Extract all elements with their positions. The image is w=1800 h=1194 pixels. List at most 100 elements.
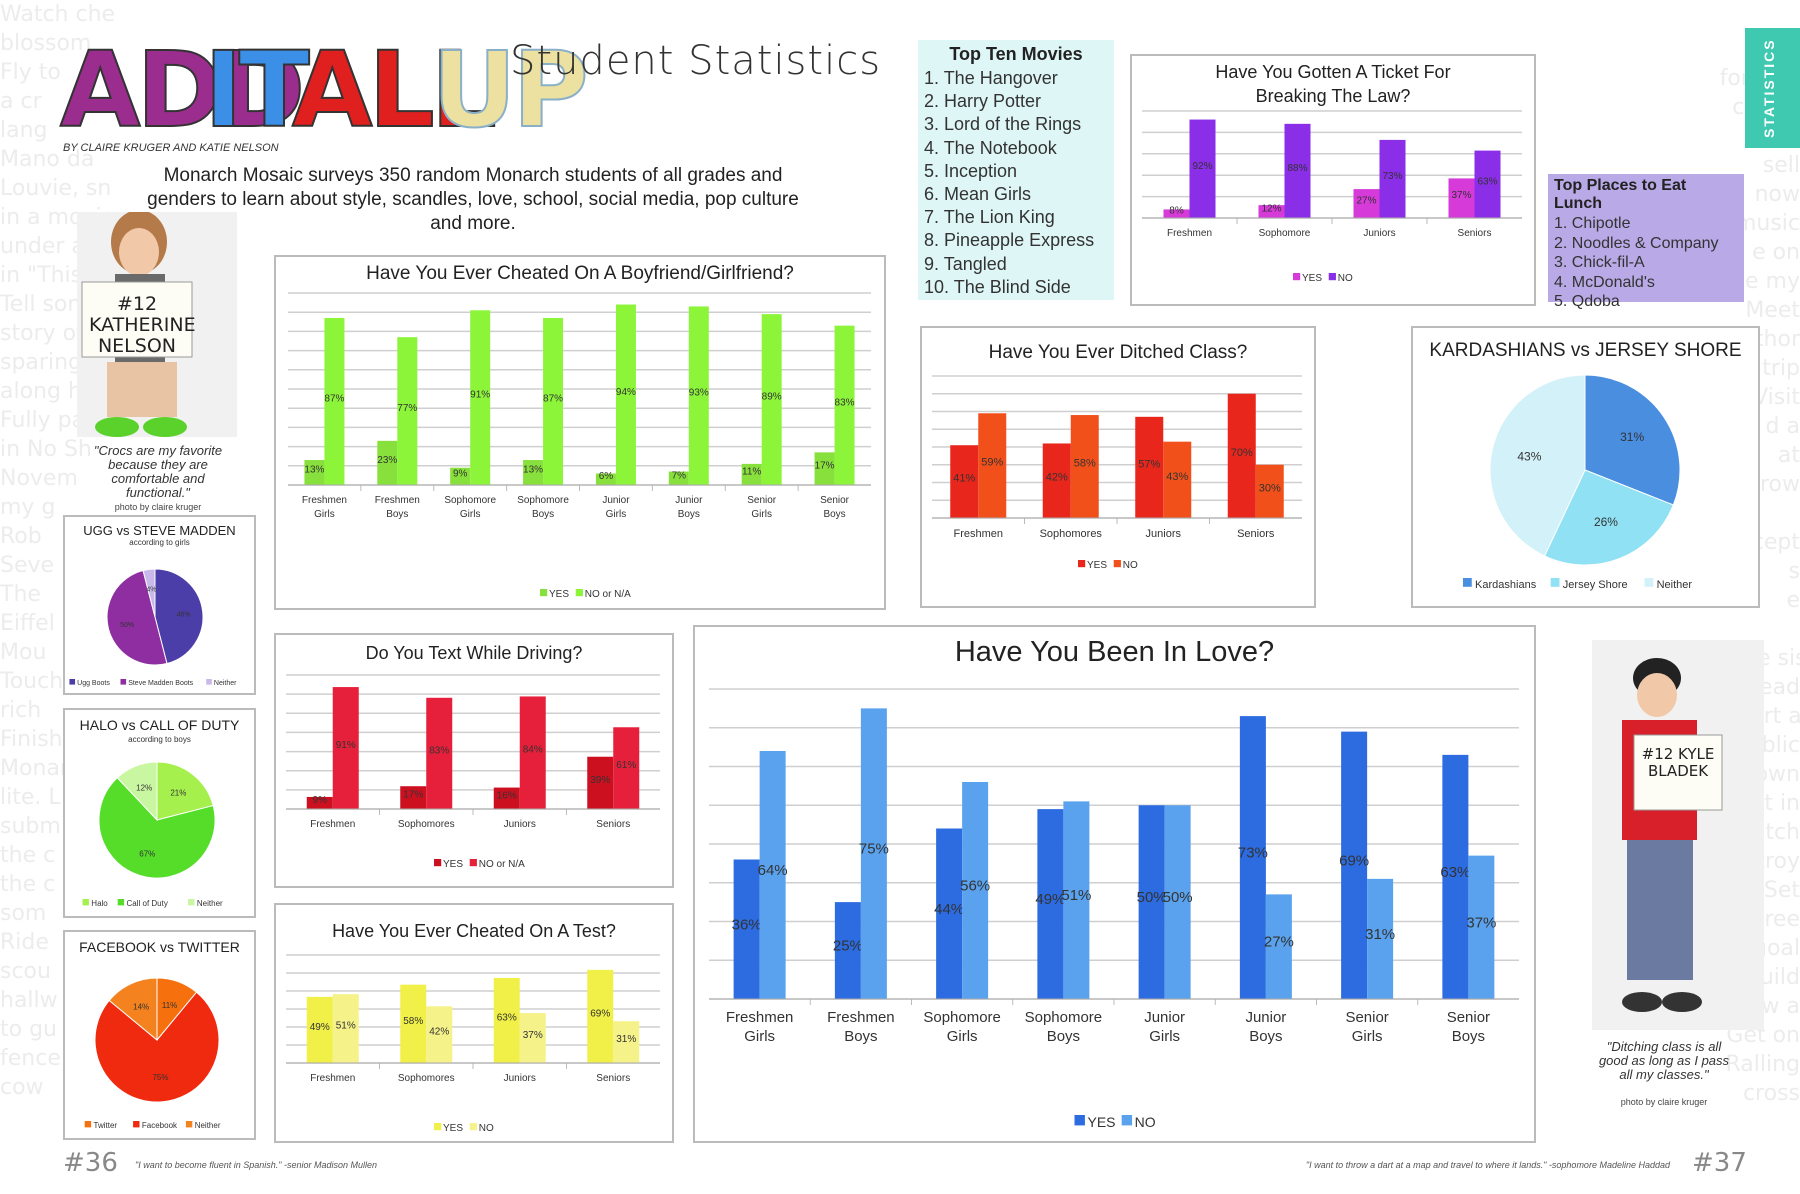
tick-label: Sophomore (517, 495, 569, 506)
top-movies-box: Top Ten Movies 1. The Hangover 2. Harry P… (918, 40, 1114, 300)
list-item: 6. Mean Girls (924, 184, 1032, 205)
data-label: 59% (981, 457, 1003, 469)
list-item: 9. Tangled (924, 253, 1007, 274)
chart-title: Breaking The Law? (1256, 86, 1411, 106)
tick-label: Sophomore (1259, 228, 1311, 239)
tick-label: Freshmen (375, 495, 420, 506)
list-item: 3. Chick-fil-A (1554, 254, 1645, 272)
title-word-add: ADD (59, 29, 306, 151)
legend-entry: Steve Madden Boots (128, 680, 193, 687)
data-label: 51% (336, 1021, 356, 1032)
data-label: 64% (758, 862, 788, 879)
data-label: 39% (590, 775, 610, 786)
bar-yes (936, 828, 963, 999)
chart-title: Have You Been In Love? (955, 636, 1274, 668)
legend-entry: YES (1088, 1114, 1116, 1130)
data-label: 49% (1035, 891, 1065, 908)
data-label: 89% (762, 392, 782, 403)
bar-yes (493, 787, 520, 809)
tick-label: Freshmen (302, 495, 347, 506)
data-label: 73% (1238, 845, 1268, 862)
bar-yes (834, 902, 861, 999)
legend-swatch (133, 1121, 140, 1128)
top-movies-list: 1. The Hangover 2. Harry Potter 3. Lord of… (924, 67, 1108, 299)
quote-kyle: "Ditching class is all good as long as I… (1598, 1039, 1730, 1082)
data-label: 51% (1061, 887, 1091, 904)
bar-no-or-n-a (613, 727, 640, 809)
top-lunch-heading: Top Places to Eat Lunch (1554, 177, 1687, 212)
tick-label: Sophomore (444, 495, 496, 506)
bar-no-or-n-a (615, 304, 636, 485)
bar-yes (1258, 205, 1285, 218)
bar-yes (1227, 393, 1256, 518)
chart-title: Have You Ever Cheated On A Boyfriend/Gir… (366, 263, 794, 284)
data-label: 17% (815, 461, 835, 472)
data-label: 21% (170, 789, 186, 798)
pie-slice-facebook (94, 991, 220, 1103)
legend-swatch (1550, 578, 1560, 587)
tick-label: Juniors (1146, 528, 1182, 540)
tick-label: Boys (844, 1028, 877, 1045)
chart-facebook: FACEBOOK vs TWITTER 11% 75% 14% Twitter Faceb… (63, 930, 256, 1140)
data-label: 50% (1163, 889, 1193, 906)
bar-yes (1037, 809, 1064, 999)
chart-title: Have You Ever Cheated On A Test? (332, 921, 616, 941)
data-label: 44% (934, 901, 964, 918)
bar-yes (668, 471, 689, 485)
data-label: 37% (523, 1030, 543, 1041)
data-label: 83% (429, 745, 449, 756)
data-label: 13% (304, 465, 324, 476)
tick-label: Girls (751, 509, 772, 520)
bar-no-or-n-a (324, 317, 345, 485)
legend-swatch (1293, 273, 1301, 281)
legend-swatch (1074, 1115, 1085, 1126)
chart-halo-svg: HALO vs CALL OF DUTY according to boys 21%… (80, 717, 240, 908)
data-label: 9% (453, 468, 468, 479)
legend-swatch (206, 679, 212, 685)
data-label: 58% (403, 1016, 423, 1027)
data-label: 91% (470, 390, 490, 401)
bar-yes (304, 460, 325, 485)
bar-no (860, 708, 887, 999)
data-label: 25% (833, 938, 863, 955)
legend-swatch (117, 899, 125, 906)
bar-no (1164, 805, 1191, 999)
bar-yes (1341, 731, 1368, 999)
bar-no (1070, 415, 1099, 518)
bar-yes (1138, 805, 1165, 999)
tick-label: Juniors (1363, 228, 1395, 239)
data-label: 42% (1046, 472, 1068, 484)
bar-yes (400, 984, 427, 1063)
bar-no-or-n-a (543, 317, 564, 485)
tick-label: Freshmen (827, 1009, 895, 1026)
credit-katherine: photo by claire kruger (114, 502, 202, 512)
bar-yes (587, 969, 614, 1063)
tick-label: Girls (460, 509, 481, 520)
bar-yes (1239, 716, 1266, 999)
tick-label: Juniors (504, 1073, 536, 1084)
data-label: 77% (397, 403, 417, 414)
legend-entry: NO (479, 1123, 494, 1134)
legend-entry: Neither (214, 680, 237, 687)
tick-label: Boys (386, 509, 408, 520)
list-item: 5. Inception (924, 160, 1018, 181)
data-label: 12% (1261, 204, 1281, 215)
data-label: 94% (616, 387, 636, 398)
tick-label: Freshmen (1167, 228, 1212, 239)
legend-entry: NO (1123, 560, 1138, 571)
tick-label: Boys (1452, 1028, 1485, 1045)
chart-ticket-svg: Have You Gotten A Ticket For Breaking The… (1142, 62, 1522, 284)
chart-title: Have You Ever Ditched Class? (989, 342, 1248, 363)
tick-label: Seniors (1458, 228, 1492, 239)
bar-no (978, 413, 1007, 518)
data-label: 13% (523, 465, 543, 476)
tick-label: Sophomores (1040, 528, 1103, 540)
bar-yes (595, 473, 616, 485)
bar-yes (400, 786, 427, 809)
data-label: 63% (497, 1012, 517, 1023)
data-label: 43% (1517, 450, 1541, 464)
chart-texting-svg: Do You Text While Driving? 9% 91% Freshmen 1… (286, 643, 660, 870)
bar-no (1379, 139, 1406, 218)
chart-texting: Do You Text While Driving? 9% 91% Freshmen 1… (274, 633, 674, 888)
legend-swatch (82, 899, 89, 906)
